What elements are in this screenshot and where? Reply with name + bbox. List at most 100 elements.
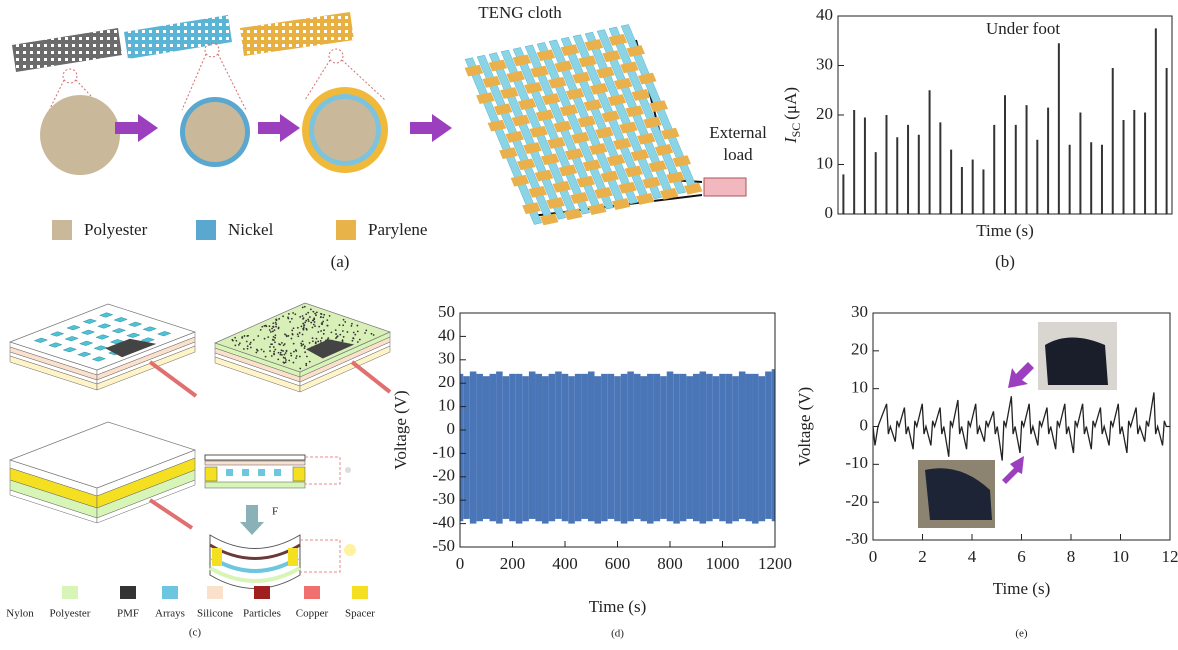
voltage-band — [693, 374, 700, 521]
particle — [318, 326, 320, 328]
particle — [278, 318, 280, 320]
parylene-yarn — [546, 197, 565, 209]
legend-label: Silicone — [197, 608, 233, 620]
legend-swatch — [120, 586, 136, 599]
parylene-yarn — [488, 120, 507, 132]
particle — [297, 333, 299, 335]
particle — [305, 328, 307, 330]
particle — [320, 340, 322, 342]
particle — [282, 315, 284, 317]
section-layer — [205, 455, 305, 460]
particle — [290, 352, 292, 354]
voltage-band — [765, 372, 772, 519]
particle — [287, 317, 289, 319]
particle — [271, 343, 273, 345]
legend-label: Nylon — [6, 608, 34, 620]
particle — [308, 320, 310, 322]
particle — [271, 328, 273, 330]
y-tick-label: -10 — [845, 453, 868, 472]
particle — [281, 349, 283, 351]
y-tick-label: 40 — [438, 325, 455, 344]
particle — [364, 332, 366, 334]
particle — [273, 336, 275, 338]
particle — [255, 352, 257, 354]
voltage-band — [509, 374, 516, 521]
legend-label: Polyester — [50, 608, 91, 620]
particle — [299, 316, 301, 318]
particle — [275, 323, 277, 325]
particle — [232, 340, 234, 342]
y-tick-label: -50 — [432, 536, 455, 555]
particle — [281, 354, 283, 356]
particle — [274, 329, 276, 331]
y-tick-label: 30 — [816, 54, 833, 73]
particle — [304, 345, 306, 347]
parylene-yarn — [561, 44, 580, 56]
particle — [295, 350, 297, 352]
particle — [285, 359, 287, 361]
particle — [320, 316, 322, 318]
parylene-yarn — [537, 49, 556, 61]
particle — [302, 343, 304, 345]
voltage-band — [647, 374, 654, 524]
particle — [357, 331, 359, 333]
parylene-yarn — [512, 115, 531, 127]
voltage-band — [490, 374, 497, 521]
parylene-yarn — [626, 45, 645, 57]
particle — [272, 322, 274, 324]
parylene-yarn — [589, 143, 608, 155]
parylene-yarn — [614, 78, 633, 90]
load-label: load — [723, 145, 753, 164]
legend-swatch — [62, 586, 78, 599]
particle — [352, 337, 354, 339]
legend-label: Parylene — [368, 220, 427, 239]
parylene-yarn — [552, 181, 571, 193]
voltage-band — [680, 374, 687, 521]
particle — [269, 325, 271, 327]
particle — [304, 322, 306, 324]
y-tick-label: 30 — [438, 349, 455, 368]
voltage-band — [470, 372, 477, 524]
y-label-unit: (μA) — [781, 87, 800, 120]
particle — [323, 329, 325, 331]
y-tick-label: 50 — [438, 302, 455, 321]
particle — [309, 342, 311, 344]
voltage-band — [483, 376, 490, 519]
particle — [291, 330, 293, 332]
parylene-yarn — [500, 87, 519, 99]
particle — [305, 363, 307, 365]
y-tick-label: 10 — [851, 378, 868, 397]
bulb-lit — [344, 544, 356, 556]
particle — [335, 333, 337, 335]
particle — [286, 350, 288, 352]
particle — [302, 323, 304, 325]
particle — [309, 316, 311, 318]
particle — [253, 339, 255, 341]
parylene-yarn — [583, 159, 602, 171]
particle — [274, 341, 276, 343]
particle — [321, 322, 323, 324]
parylene-yarn — [535, 170, 554, 182]
particle — [305, 320, 307, 322]
voltage-band — [516, 374, 523, 524]
fiber-section — [40, 95, 120, 175]
particle — [261, 349, 263, 351]
annotation: Under foot — [986, 19, 1060, 38]
fiber-core — [185, 102, 245, 162]
particle — [314, 321, 316, 323]
particle — [246, 341, 248, 343]
legend-label: Nickel — [228, 220, 274, 239]
particle — [271, 355, 273, 357]
particle — [288, 335, 290, 337]
y-tick-label: -40 — [432, 513, 455, 532]
x-tick-label: 4 — [968, 547, 977, 566]
section-layer — [205, 461, 305, 465]
x-tick-label: 6 — [1017, 547, 1026, 566]
legend-label: Polyester — [84, 220, 148, 239]
voltage-band — [555, 372, 562, 519]
voltage-band — [719, 374, 726, 521]
particle — [241, 337, 243, 339]
particle — [312, 337, 314, 339]
parylene-yarn — [637, 133, 656, 145]
shoe — [1045, 338, 1108, 386]
